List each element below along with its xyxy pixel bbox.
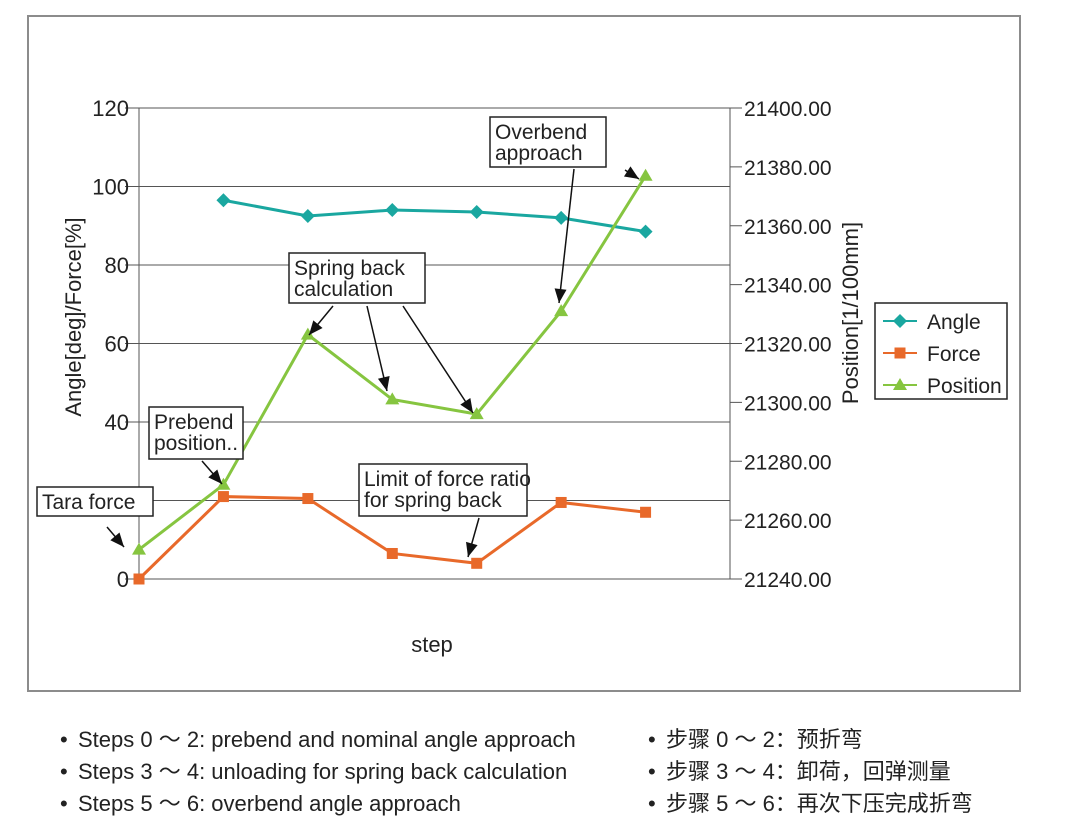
force-point bbox=[555, 496, 567, 508]
left-tick-label: 40 bbox=[105, 410, 129, 435]
legend-angle-marker bbox=[893, 314, 907, 328]
force-point bbox=[471, 557, 483, 569]
note-en-1-text: Steps 0 ～ 2: prebend and nominal angle a… bbox=[78, 727, 576, 752]
annotation-arrow-head bbox=[460, 397, 473, 413]
right-tick-label: 21360.00 bbox=[744, 216, 832, 239]
annotation-box bbox=[358, 463, 528, 517]
annotation-arrow-head bbox=[208, 469, 222, 484]
angle-point bbox=[469, 205, 484, 220]
annotation-arrow-head bbox=[110, 532, 124, 547]
right-tick-label: 21280.00 bbox=[744, 451, 832, 474]
annotation-box bbox=[288, 252, 426, 304]
note-zh-3-text: 步骤 5 ～ 6：再次下压完成折弯 bbox=[666, 791, 973, 816]
note-zh-2-text: 步骤 3 ～ 4：卸荷，回弹测量 bbox=[666, 759, 951, 784]
note-en-2: • Steps 3 ～ 4: unloading for spring back … bbox=[60, 756, 576, 788]
right-tick-label: 21240.00 bbox=[744, 569, 832, 592]
position-point bbox=[638, 168, 653, 181]
force-point bbox=[640, 506, 652, 518]
annotation-arrow-head bbox=[466, 541, 478, 557]
annotation-arrow-line bbox=[402, 305, 474, 414]
force-point bbox=[133, 573, 145, 585]
bullet: • bbox=[60, 791, 68, 816]
force-point bbox=[302, 493, 314, 505]
angle-series-line bbox=[223, 198, 646, 234]
annotation-box bbox=[489, 116, 607, 168]
force-point bbox=[386, 547, 398, 559]
note-en-1: • Steps 0 ～ 2: prebend and nominal angle … bbox=[60, 724, 576, 756]
legend-position-marker bbox=[893, 378, 907, 390]
note-zh-1: • 步骤 0 ～ 2：预折弯 bbox=[648, 724, 973, 756]
left-axis-label: Angle[deg]/Force[%] bbox=[61, 217, 86, 416]
note-en-3: • Steps 5 ～ 6: overbend angle approach bbox=[60, 788, 576, 820]
note-zh-3: • 步骤 5 ～ 6：再次下压完成折弯 bbox=[648, 788, 973, 820]
angle-point bbox=[385, 203, 400, 218]
notes-english: • Steps 0 ～ 2: prebend and nominal angle … bbox=[60, 724, 576, 820]
right-tick-label: 21340.00 bbox=[744, 275, 832, 298]
annotation-arrow-head bbox=[309, 320, 323, 335]
bullet: • bbox=[648, 727, 656, 752]
chart-canvas: 02040608010012021240.0021260.0021280.002… bbox=[36, 96, 1008, 657]
position-point bbox=[300, 327, 315, 340]
note-zh-2: • 步骤 3 ～ 4：卸荷，回弹测量 bbox=[648, 756, 973, 788]
angle-point bbox=[300, 208, 315, 223]
note-en-2-text: Steps 3 ～ 4: unloading for spring back c… bbox=[78, 759, 568, 784]
legend-angle-label: Angle bbox=[927, 311, 981, 334]
bullet: • bbox=[60, 759, 68, 784]
angle-point bbox=[216, 193, 231, 208]
right-tick-label: 21260.00 bbox=[744, 510, 832, 533]
left-tick-label: 80 bbox=[105, 253, 129, 278]
annotation-text: Tara force bbox=[42, 491, 135, 514]
note-en-3-text: Steps 5 ～ 6: overbend angle approach bbox=[78, 791, 461, 816]
annotation-text: Limit of force ratio bbox=[364, 468, 531, 491]
left-tick-label: 120 bbox=[92, 96, 129, 121]
right-tick-label: 21400.00 bbox=[744, 98, 832, 121]
legend-force-marker bbox=[894, 347, 906, 359]
position-point bbox=[554, 304, 569, 317]
chart-frame: 02040608010012021240.0021260.0021280.002… bbox=[27, 15, 1021, 692]
legend-force-label: Force bbox=[927, 343, 981, 366]
x-axis-label: step bbox=[411, 632, 453, 657]
annotation-arrow-head bbox=[377, 375, 390, 391]
angle-point bbox=[554, 210, 569, 225]
annotation-text: calculation bbox=[294, 278, 393, 301]
position-point bbox=[385, 392, 400, 405]
annotation-arrow-head bbox=[554, 288, 567, 303]
annotation-text: approach bbox=[495, 142, 583, 165]
bullet: • bbox=[648, 791, 656, 816]
angle-point bbox=[638, 224, 653, 239]
annotation-arrow-head bbox=[623, 166, 639, 179]
right-tick-label: 21380.00 bbox=[744, 157, 832, 180]
left-tick-label: 0 bbox=[117, 567, 129, 592]
position-point bbox=[216, 477, 231, 490]
right-tick-label: 21300.00 bbox=[744, 392, 832, 415]
annotation-text: position.. bbox=[154, 432, 238, 455]
annotation-text: Prebend bbox=[154, 411, 233, 434]
annotation-box bbox=[148, 406, 244, 460]
notes-chinese: • 步骤 0 ～ 2：预折弯 • 步骤 3 ～ 4：卸荷，回弹测量 • 步骤 5 ～ … bbox=[648, 724, 973, 820]
bullet: • bbox=[60, 727, 68, 752]
annotation-arrow-line bbox=[558, 168, 575, 304]
annotation-box bbox=[36, 486, 154, 517]
right-tick-label: 21320.00 bbox=[744, 334, 832, 357]
annotation-arrow-line bbox=[366, 305, 388, 392]
annotation-text: Spring back bbox=[294, 257, 405, 280]
bullet: • bbox=[648, 759, 656, 784]
annotation-text: for spring back bbox=[364, 489, 502, 512]
legend-position-label: Position bbox=[927, 375, 1002, 398]
left-tick-label: 100 bbox=[92, 175, 129, 200]
note-zh-1-text: 步骤 0 ～ 2：预折弯 bbox=[666, 727, 863, 752]
right-axis-label: Position[1/100mm] bbox=[838, 222, 863, 404]
force-point bbox=[217, 491, 229, 503]
position-point bbox=[469, 407, 484, 420]
left-tick-label: 60 bbox=[105, 332, 129, 357]
annotation-text: Overbend bbox=[495, 121, 587, 144]
position-point bbox=[132, 542, 146, 555]
